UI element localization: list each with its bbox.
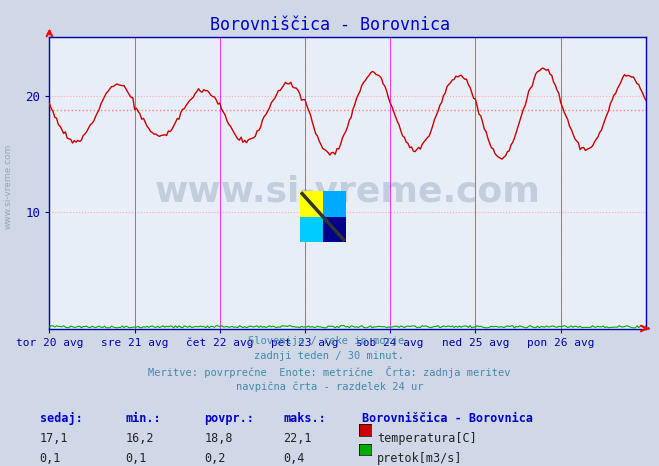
Text: 16,2: 16,2 xyxy=(125,432,154,445)
Text: 0,2: 0,2 xyxy=(204,452,225,465)
Text: pretok[m3/s]: pretok[m3/s] xyxy=(377,452,463,465)
Text: 0,4: 0,4 xyxy=(283,452,304,465)
Text: www.si-vreme.com: www.si-vreme.com xyxy=(155,175,540,209)
Bar xyxy=(300,191,323,217)
Text: Borovniščica - Borovnica: Borovniščica - Borovnica xyxy=(210,16,449,34)
Text: 17,1: 17,1 xyxy=(40,432,68,445)
Bar xyxy=(300,217,323,242)
Bar xyxy=(323,191,346,217)
Text: zadnji teden / 30 minut.: zadnji teden / 30 minut. xyxy=(254,351,405,361)
Text: min.:: min.: xyxy=(125,412,161,425)
Text: sedaj:: sedaj: xyxy=(40,412,82,425)
Bar xyxy=(323,217,346,242)
Text: 0,1: 0,1 xyxy=(40,452,61,465)
Text: www.si-vreme.com: www.si-vreme.com xyxy=(3,144,13,229)
Text: temperatura[C]: temperatura[C] xyxy=(377,432,476,445)
Text: Borovniščica - Borovnica: Borovniščica - Borovnica xyxy=(362,412,533,425)
Text: povpr.:: povpr.: xyxy=(204,412,254,425)
Text: navpična črta - razdelek 24 ur: navpična črta - razdelek 24 ur xyxy=(236,381,423,392)
Text: 22,1: 22,1 xyxy=(283,432,312,445)
Text: Slovenija / reke in morje.: Slovenija / reke in morje. xyxy=(248,336,411,346)
Text: 18,8: 18,8 xyxy=(204,432,233,445)
Text: 0,1: 0,1 xyxy=(125,452,146,465)
Text: Meritve: povrprečne  Enote: metrične  Črta: zadnja meritev: Meritve: povrprečne Enote: metrične Črta… xyxy=(148,366,511,378)
Text: maks.:: maks.: xyxy=(283,412,326,425)
